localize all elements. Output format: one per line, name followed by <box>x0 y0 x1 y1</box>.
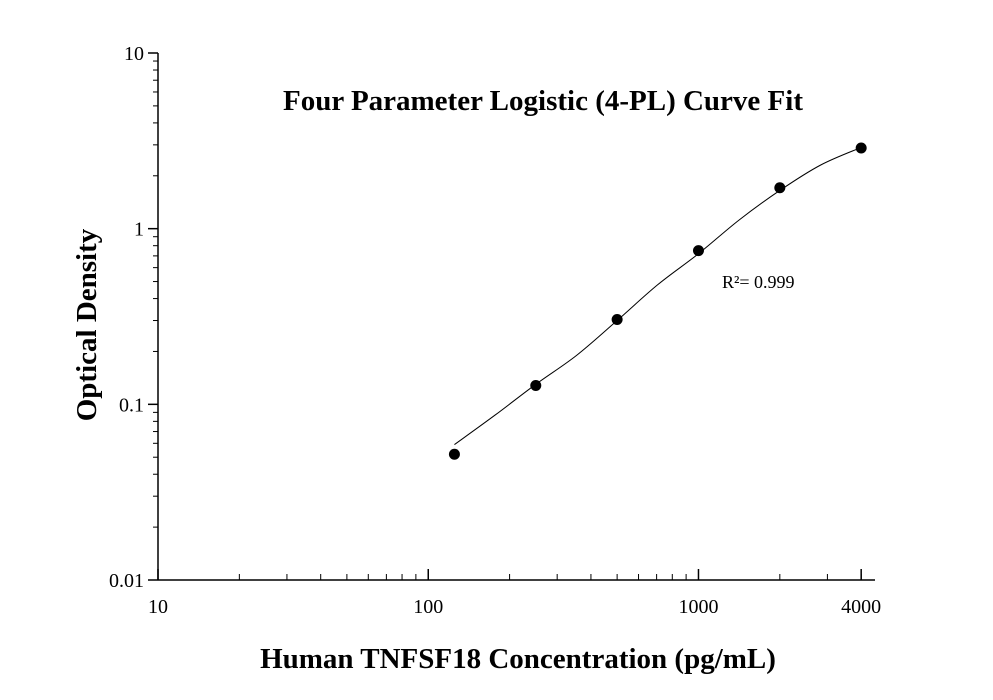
x-axis-label: Human TNFSF18 Concentration (pg/mL) <box>260 643 776 675</box>
y-tick-label: 0.1 <box>119 394 144 416</box>
x-tick-label: 100 <box>413 596 443 618</box>
data-point <box>774 182 786 194</box>
data-point <box>692 245 704 257</box>
y-tick-label: 1 <box>134 219 144 241</box>
annotation: R²= 0.999 <box>722 272 795 292</box>
data-point <box>448 448 460 460</box>
fit-curve <box>454 146 862 445</box>
y-tick-label: 0.01 <box>109 570 144 592</box>
x-tick-label: 1000 <box>678 596 718 618</box>
chart-title: Four Parameter Logistic (4-PL) Curve Fit <box>283 85 803 117</box>
data-point <box>611 314 623 326</box>
x-tick-label: 4000 <box>841 596 881 618</box>
x-tick-label: 10 <box>148 596 168 618</box>
y-tick-label: 10 <box>124 43 144 65</box>
y-axis-label: Optical Density <box>71 228 103 421</box>
